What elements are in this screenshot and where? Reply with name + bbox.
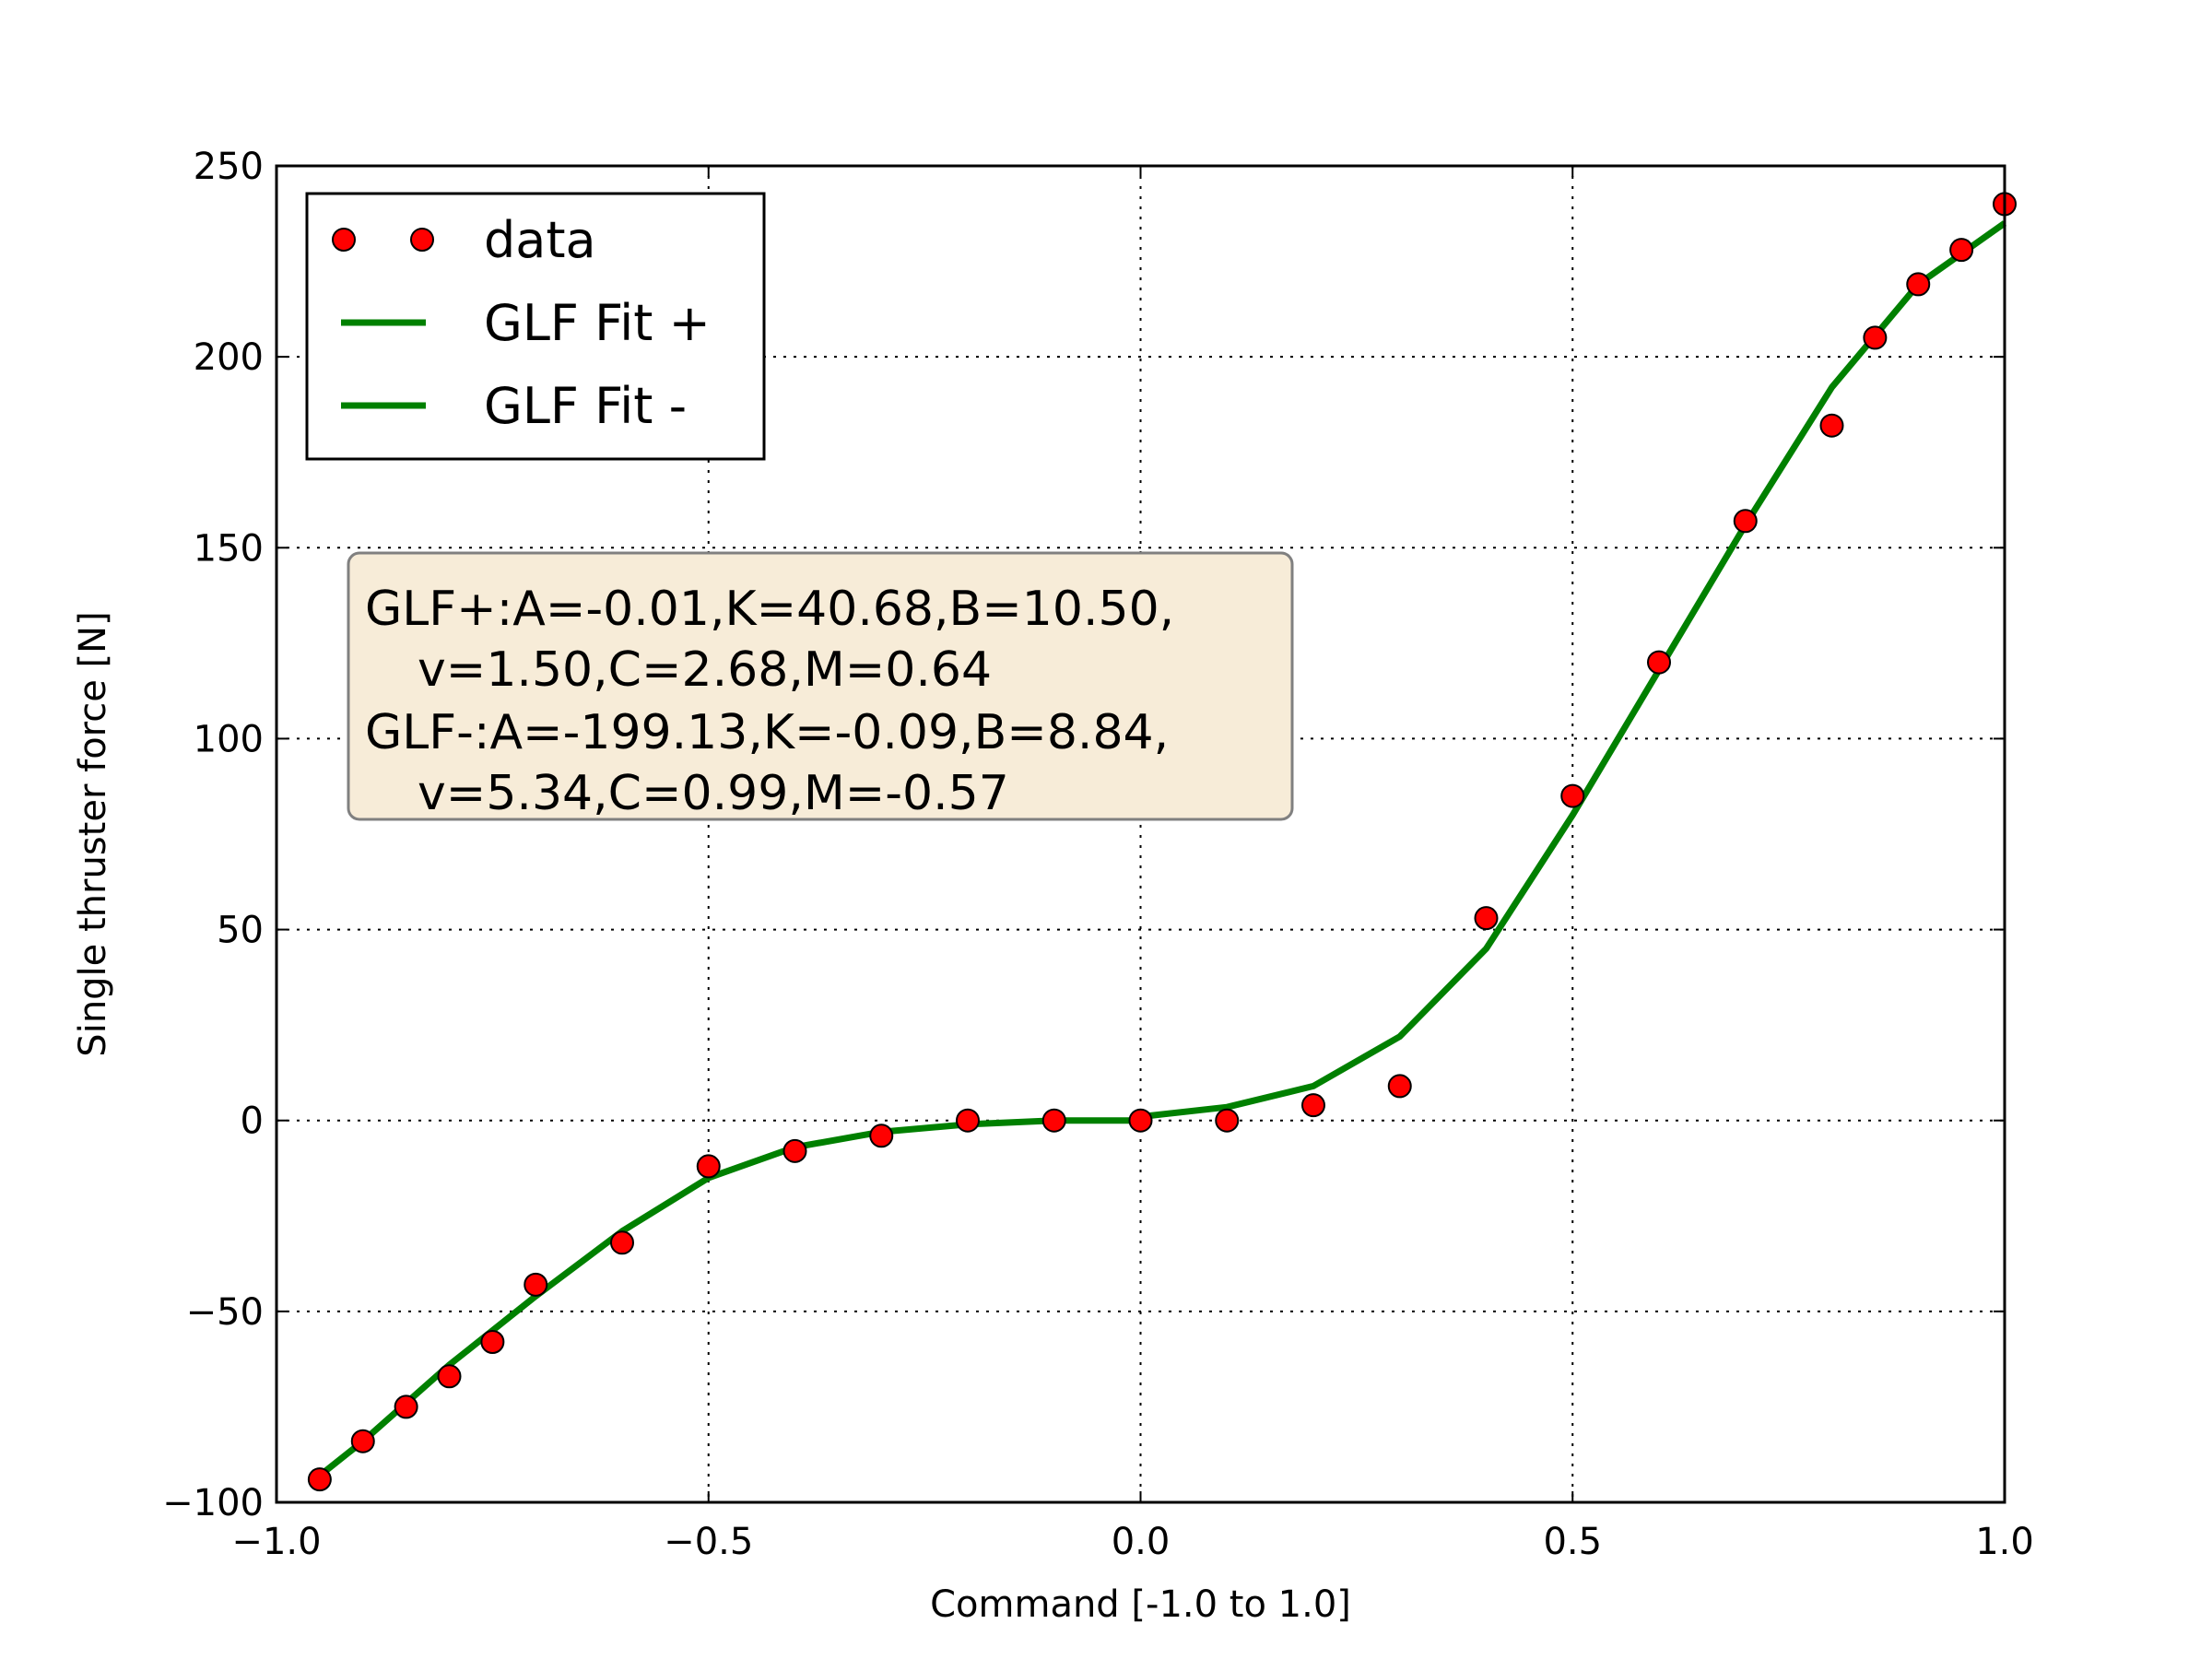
data-point: [956, 1108, 980, 1133]
plot-series: [307, 192, 2017, 1492]
legend: data GLF Fit + GLF Fit -: [305, 192, 766, 461]
data-point: [696, 1154, 721, 1179]
x-tick-label: 0.5: [1543, 1521, 1602, 1563]
data-point: [1041, 1108, 1066, 1133]
data-point: [782, 1138, 807, 1163]
data-point: [350, 1429, 375, 1453]
data-point: [1387, 1074, 1412, 1099]
y-tick-label: −50: [186, 1291, 264, 1334]
data-point: [1215, 1108, 1240, 1133]
data-point: [1819, 413, 1844, 438]
y-axis-label: Single thruster force [N]: [72, 611, 114, 1056]
y-tick-label: 150: [194, 527, 264, 570]
data-point: [1301, 1093, 1325, 1118]
y-tick-label: −100: [162, 1482, 264, 1524]
data-point: [1949, 238, 1974, 263]
legend-marker-data: [410, 228, 434, 252]
y-tick-label: 250: [194, 146, 264, 188]
legend-label: data: [484, 211, 596, 269]
data-point: [437, 1364, 462, 1389]
axis-ticks: −1.0 −0.5 0.0 0.5 1.0 −100 −50 0 50 100 150 200 250: [162, 146, 2034, 1563]
legend-label: GLF Fit +: [484, 294, 711, 352]
y-tick-label: 50: [217, 910, 264, 952]
fit-line-positive: [1140, 220, 2007, 1121]
legend-box: [305, 192, 766, 461]
data-point: [869, 1124, 894, 1148]
x-tick-label: −1.0: [231, 1521, 321, 1563]
y-tick-label: 200: [194, 336, 264, 379]
data-point: [1128, 1108, 1153, 1133]
x-tick-label: 0.0: [1112, 1521, 1171, 1563]
data-point: [1560, 783, 1585, 808]
annotation-line: GLF-:A=-199.13,K=-0.09,B=8.84,: [365, 705, 1169, 760]
annotation-line: v=1.50,C=2.68,M=0.64: [418, 642, 992, 698]
data-point: [1474, 906, 1499, 931]
y-tick-label: 0: [241, 1100, 264, 1143]
data-point: [394, 1394, 418, 1419]
annotation-line: GLF+:A=-0.01,K=40.68,B=10.50,: [365, 582, 1174, 637]
annotation-line: v=5.34,C=0.99,M=-0.57: [418, 766, 1009, 821]
data-point: [1647, 650, 1671, 675]
legend-marker-data: [332, 228, 356, 252]
data-point: [610, 1230, 634, 1255]
data-point: [480, 1330, 505, 1354]
data-point: [1906, 272, 1931, 297]
data-point: [524, 1272, 548, 1297]
data-point: [1863, 325, 1888, 350]
x-tick-label: −0.5: [664, 1521, 753, 1563]
annotation-box: [347, 551, 1294, 821]
annotation: GLF+:A=-0.01,K=40.68,B=10.50,v=1.50,C=2.…: [347, 551, 1294, 821]
y-tick-label: 100: [194, 718, 264, 760]
x-tick-label: 1.0: [1975, 1521, 2034, 1563]
data-point: [307, 1467, 332, 1492]
data-point: [1733, 509, 1758, 534]
legend-label: GLF Fit -: [484, 377, 687, 435]
x-axis-label: Command [-1.0 to 1.0]: [930, 1583, 1351, 1626]
